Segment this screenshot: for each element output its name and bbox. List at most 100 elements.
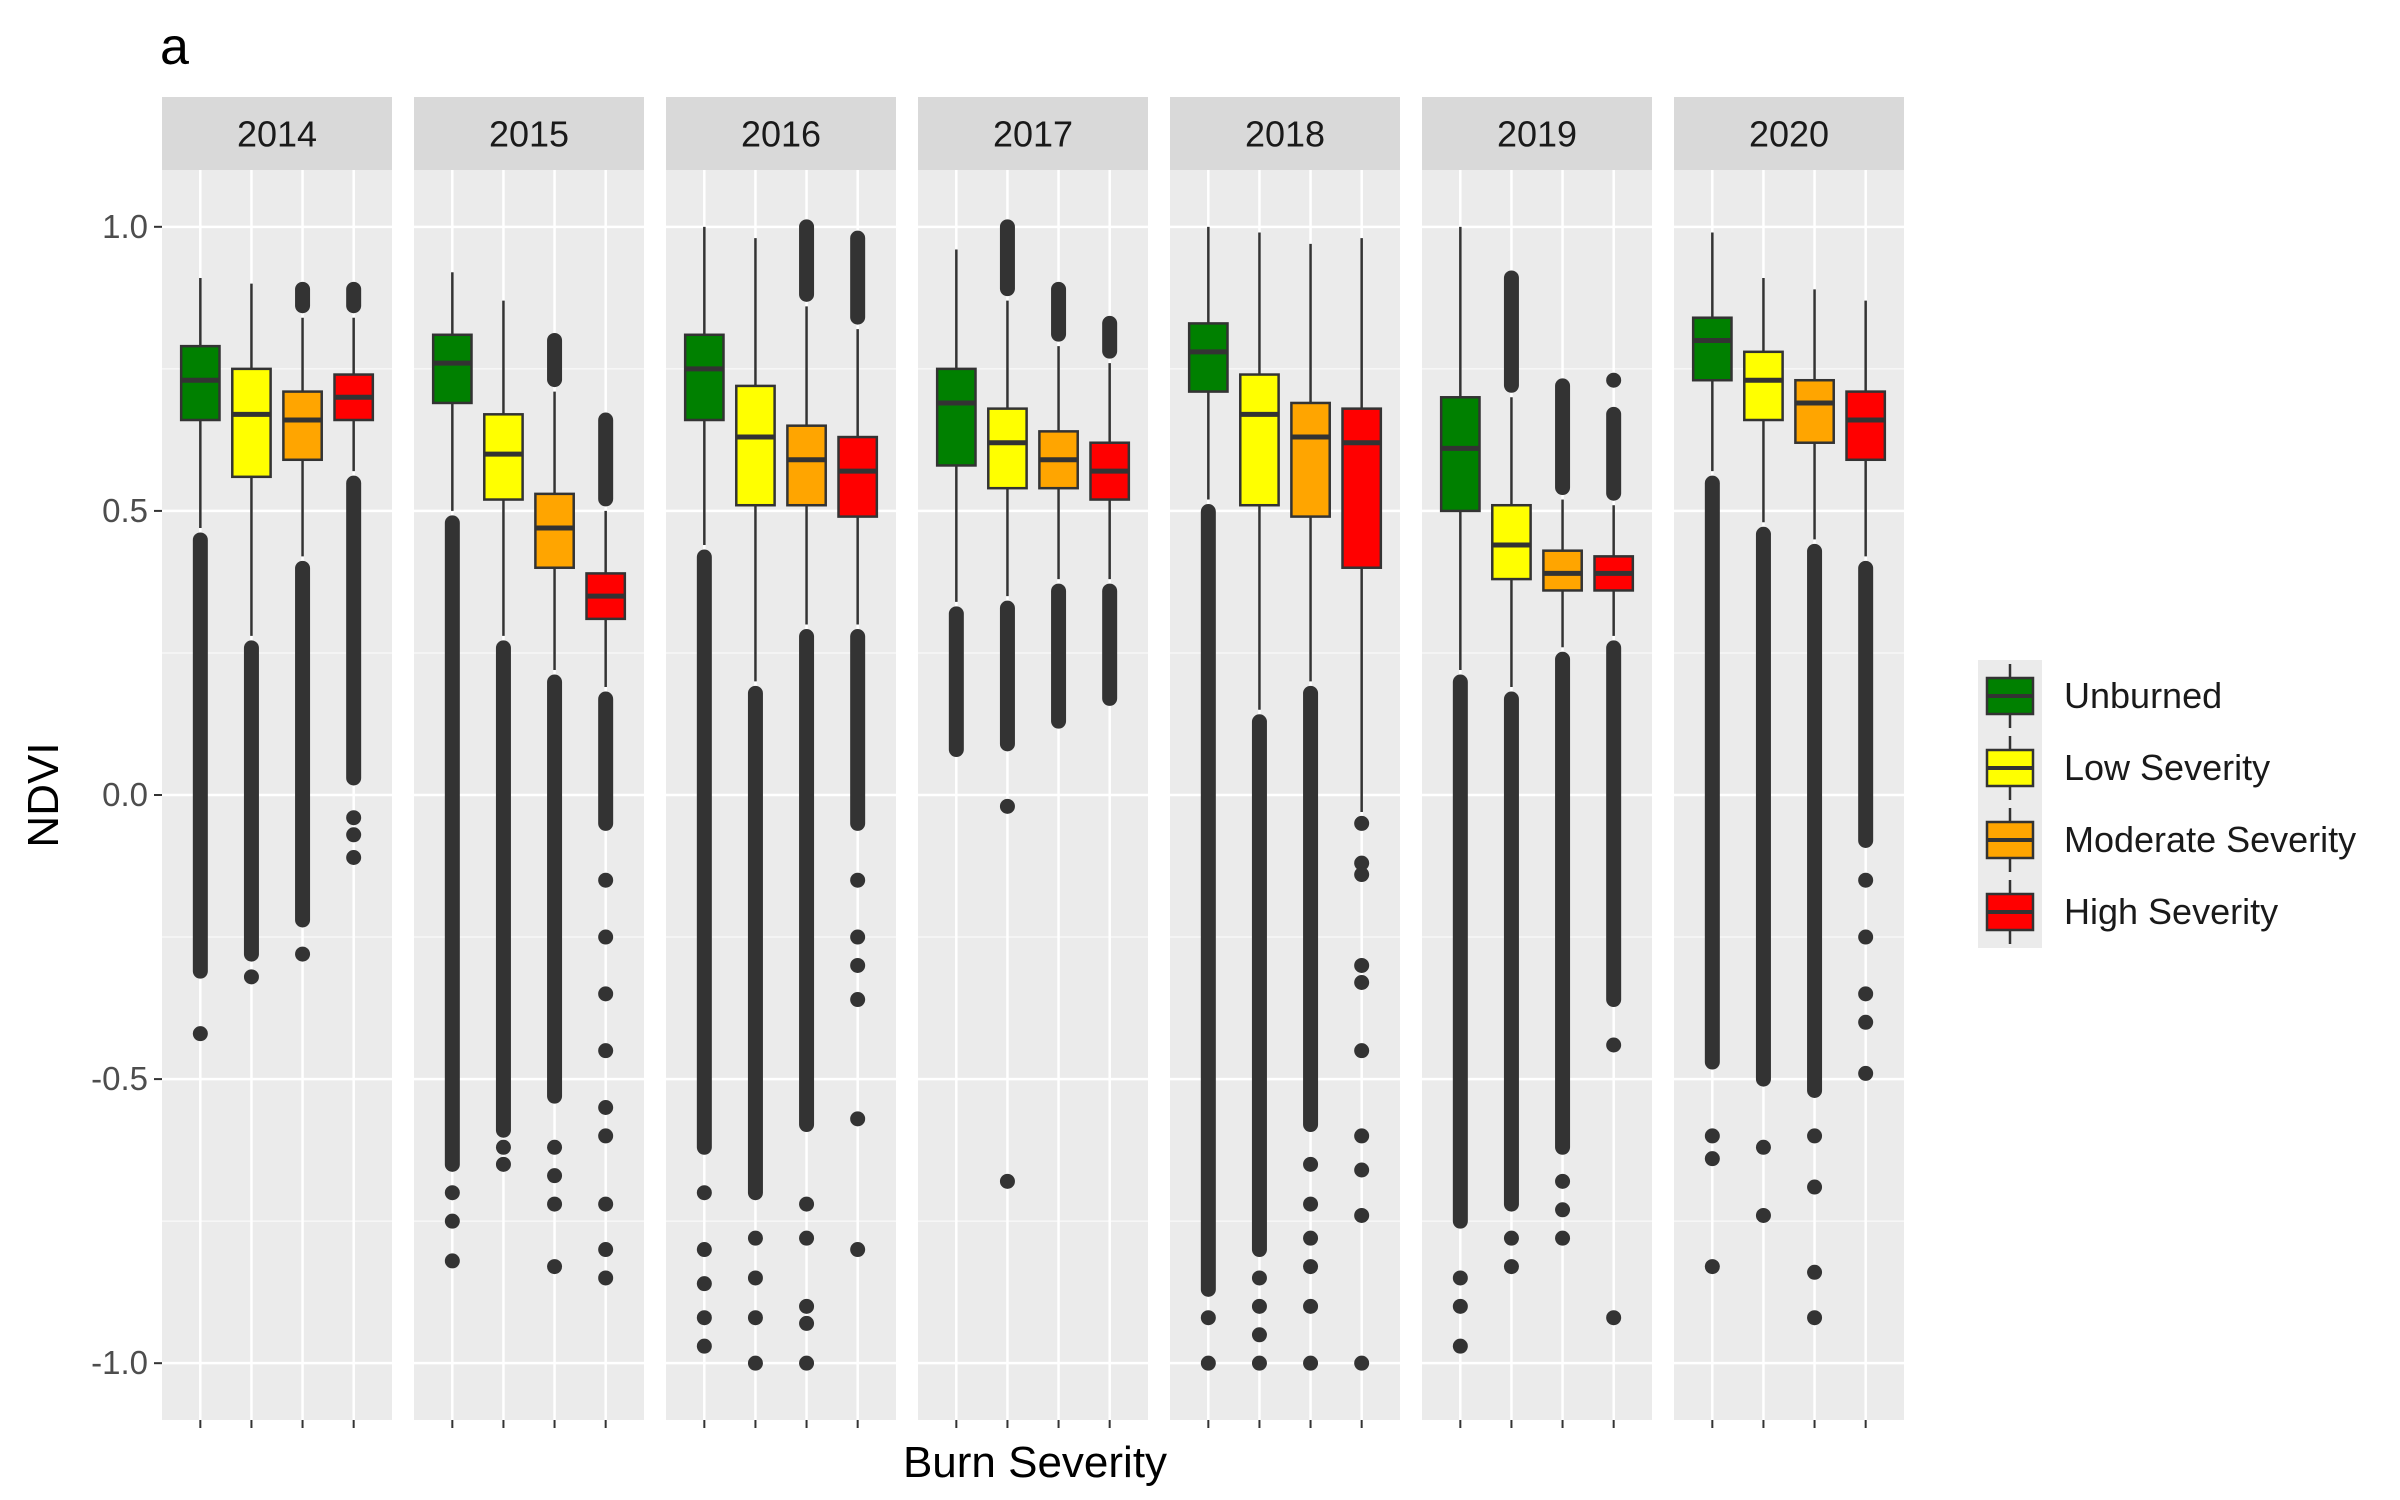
outlier-point <box>1354 1355 1370 1371</box>
outlier-point <box>696 1276 712 1292</box>
box-high-severity <box>1089 315 1131 706</box>
outlier-point <box>1755 1207 1771 1223</box>
facet-strip <box>918 97 1148 170</box>
box-unburned <box>1691 232 1733 1275</box>
outlier-point <box>1251 1298 1267 1314</box>
facet-panel-2020: 2020 <box>1674 97 1904 1428</box>
box-high-severity <box>1593 372 1635 1326</box>
box-moderate-severity <box>786 219 827 1371</box>
outlier-point <box>1606 372 1622 388</box>
x-axis-title: Burn Severity <box>903 1438 1167 1487</box>
outlier-point <box>1807 1179 1823 1195</box>
y-axis-title: NDVI <box>19 742 68 847</box>
legend-item-low-severity: Low Severity <box>1985 736 2270 800</box>
box-moderate-severity <box>1542 378 1583 1246</box>
y-tick-label: 0.0 <box>102 776 148 813</box>
box-moderate-severity <box>282 281 323 962</box>
outlier-point <box>999 1173 1015 1189</box>
legend-label: Low Severity <box>2064 747 2270 788</box>
outlier-point <box>547 1196 563 1212</box>
outlier-point <box>1755 1139 1771 1155</box>
box-iqr <box>1439 396 1481 513</box>
outlier-point <box>1858 929 1874 945</box>
outlier-point <box>799 1230 815 1246</box>
outlier-point <box>1704 1259 1720 1275</box>
outlier-point <box>747 1230 763 1246</box>
outlier-point <box>1200 1310 1216 1326</box>
outlier-point <box>598 872 614 888</box>
y-tick-label: -0.5 <box>91 1060 148 1097</box>
box-low-severity <box>483 300 524 1172</box>
box-iqr <box>1239 373 1280 507</box>
box-iqr <box>534 492 575 569</box>
box-iqr <box>683 333 725 422</box>
outlier-point <box>1303 1196 1319 1212</box>
outlier-point <box>1858 986 1874 1002</box>
box-unburned <box>431 272 473 1269</box>
facet-strip-label: 2016 <box>741 114 821 155</box>
outlier-point <box>1303 1259 1319 1275</box>
box-unburned <box>1187 226 1229 1371</box>
facet-panels: 2014 2015 2016 2017 2018 2019 2020 <box>162 97 1904 1428</box>
outlier-point <box>747 1355 763 1371</box>
outlier-point <box>598 1100 614 1115</box>
box-unburned <box>935 249 977 758</box>
box-iqr <box>431 333 473 405</box>
box-iqr <box>786 424 827 507</box>
outlier-point <box>1807 1264 1823 1280</box>
outlier-point <box>598 1043 614 1059</box>
box-iqr <box>231 367 272 479</box>
outlier-point <box>1452 1298 1468 1314</box>
facet-strip-label: 2018 <box>1245 114 1325 155</box>
facet-strip-label: 2015 <box>489 114 569 155</box>
outlier-point <box>1354 1043 1370 1059</box>
outlier-point <box>850 1242 866 1258</box>
box-iqr <box>1187 322 1229 393</box>
outlier-point <box>598 929 614 945</box>
outlier-point <box>346 850 362 865</box>
facet-strip <box>1422 97 1652 170</box>
outlier-point <box>1503 1259 1519 1275</box>
box-iqr <box>1743 350 1784 422</box>
outlier-point <box>696 1242 712 1258</box>
box-moderate-severity <box>1290 243 1331 1371</box>
outlier-point <box>1452 1338 1468 1354</box>
outlier-point <box>1807 1310 1823 1326</box>
box-moderate-severity <box>1038 281 1079 729</box>
outlier-point <box>747 1270 763 1286</box>
legend-label: Unburned <box>2064 675 2222 716</box>
outlier-point <box>547 1139 563 1155</box>
outlier-point <box>1704 1128 1720 1144</box>
outlier-point <box>1606 1037 1622 1053</box>
outlier-point <box>696 1310 712 1326</box>
outlier-point <box>1354 815 1370 831</box>
box-high-severity <box>1341 238 1383 1371</box>
outlier-point <box>1555 1230 1571 1246</box>
facet-strip-label: 2020 <box>1749 114 1829 155</box>
outlier-point <box>1704 1151 1720 1167</box>
y-tick-label: 0.5 <box>102 492 148 529</box>
outlier-point <box>1807 1128 1823 1144</box>
outlier-point <box>444 1253 460 1269</box>
outlier-point <box>1303 1230 1319 1246</box>
outlier-point <box>1858 1065 1874 1081</box>
legend-label: Moderate Severity <box>2064 819 2356 860</box>
outlier-point <box>495 1139 511 1155</box>
facet-panel-2019: 2019 <box>1422 97 1652 1428</box>
box-iqr <box>1691 316 1733 382</box>
outlier-point <box>1606 1310 1622 1326</box>
outlier-point <box>598 1270 614 1286</box>
outlier-point <box>598 1196 614 1212</box>
outlier-point <box>495 1156 511 1172</box>
outlier-point <box>696 1185 712 1201</box>
outlier-point <box>346 827 362 843</box>
outlier-point <box>598 1242 614 1258</box>
outlier-point <box>1354 975 1370 990</box>
outlier-point <box>799 1196 815 1212</box>
outlier-point <box>799 1298 815 1314</box>
outlier-point <box>1303 1298 1319 1314</box>
box-iqr <box>179 344 221 422</box>
outlier-point <box>444 1213 460 1229</box>
facet-strip <box>414 97 644 170</box>
facet-strip-label: 2014 <box>237 114 317 155</box>
